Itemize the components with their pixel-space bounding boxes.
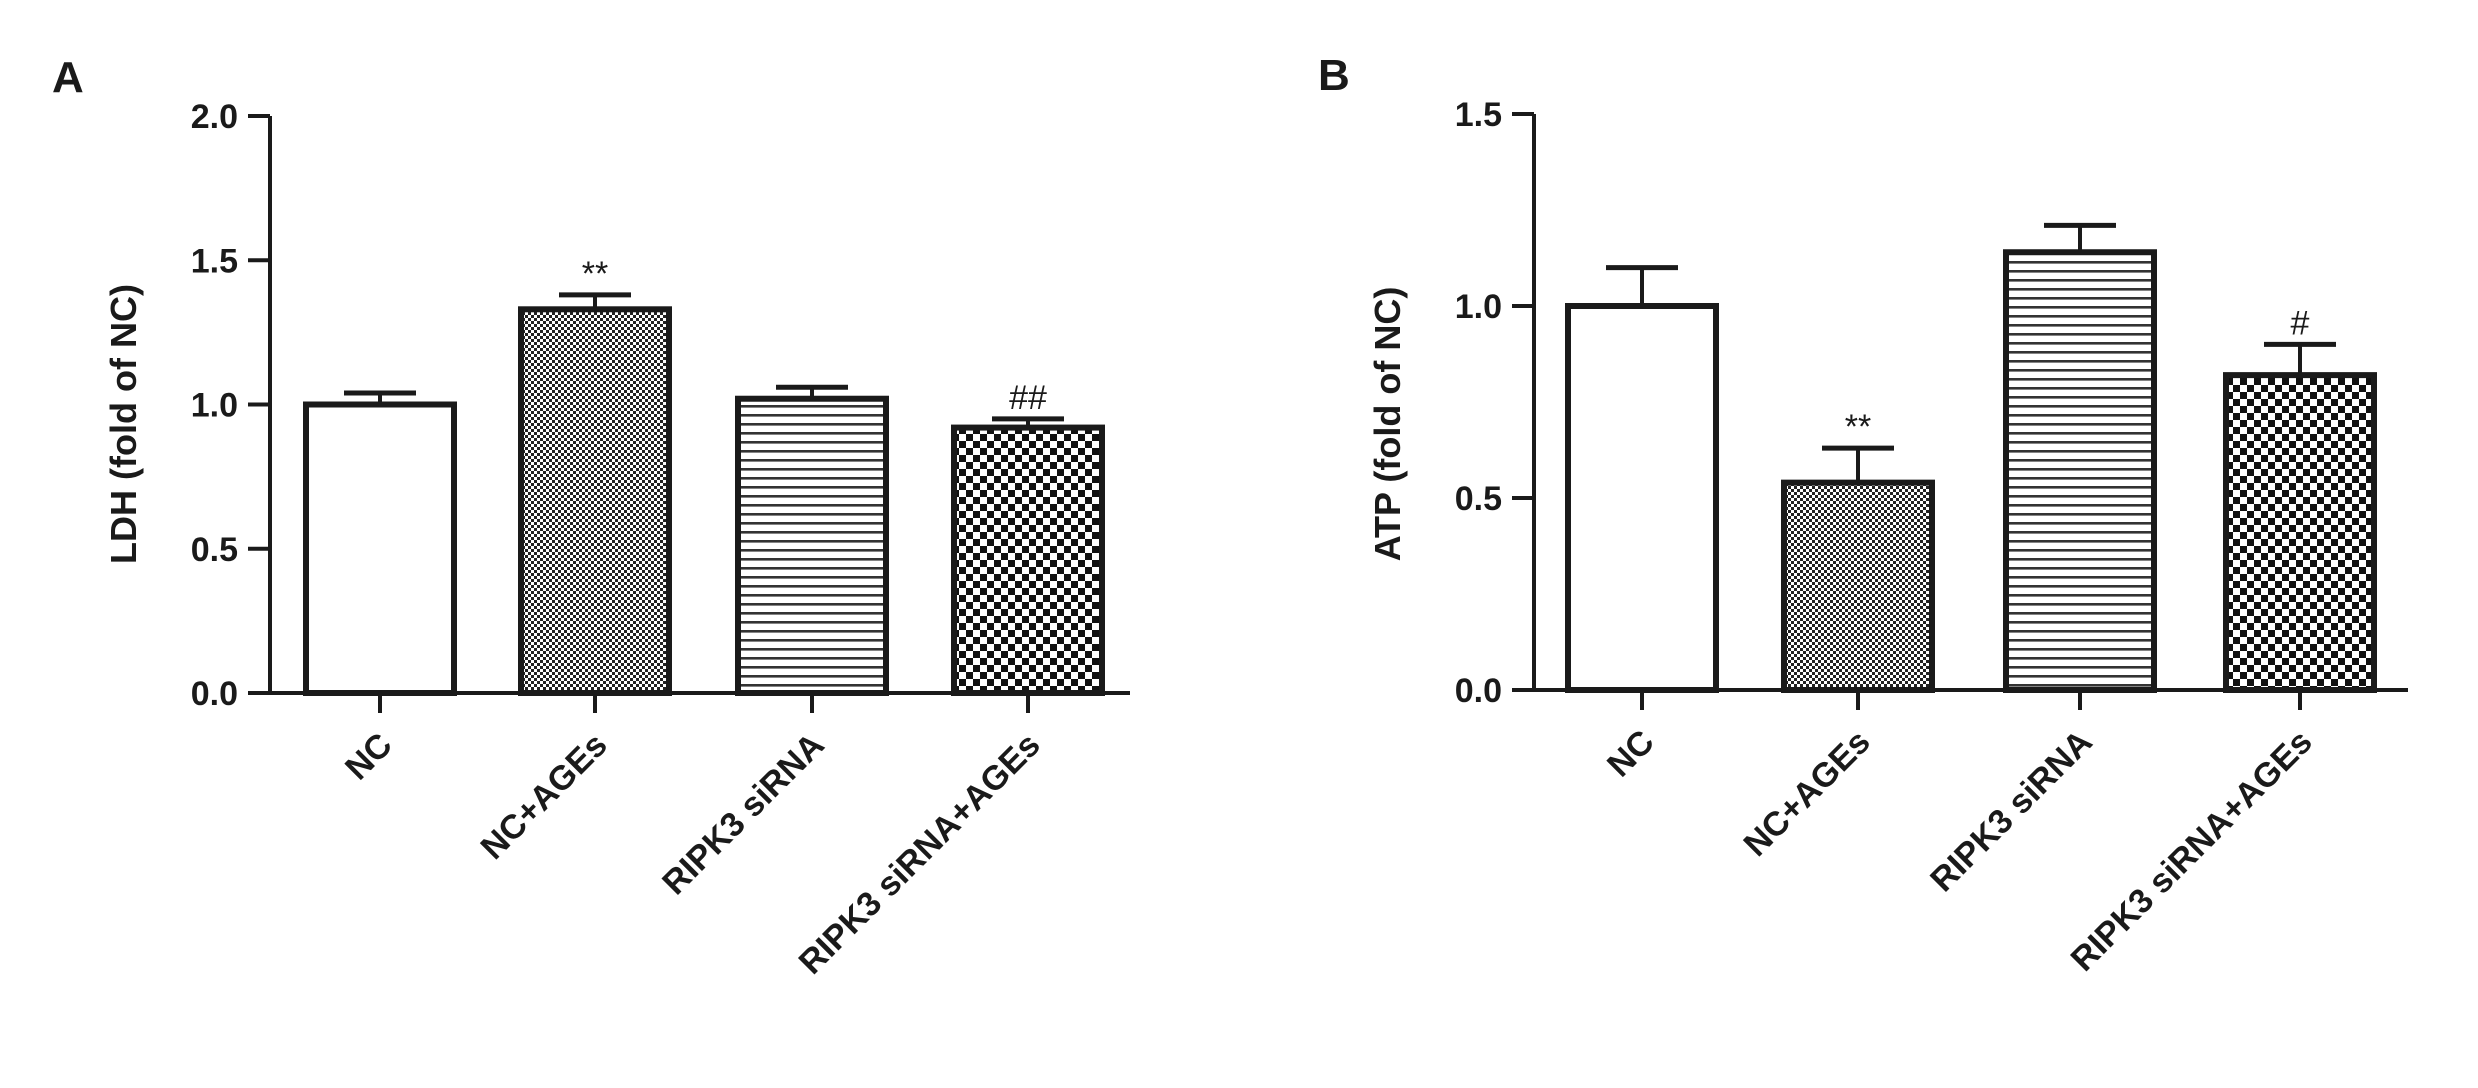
panel-a-y-tick-label: 2.0 [191,98,238,136]
panel-b-category-label: RIPK3 siRNA+AGEs [2064,723,2320,979]
panel-b-bar [1781,479,1935,694]
panel-b-y-tick-label: 0.5 [1455,480,1502,518]
panel-b-letter: B [1318,51,1350,100]
panel-a-y-axis-title: LDH (fold of NC) [103,284,144,564]
panel-a-category-label: RIPK3 siRNA [655,726,832,903]
panel-b-category-label: NC [1600,723,1662,785]
panel-b-y-axis-title: ATP (fold of NC) [1367,287,1408,562]
panel-a-category-label: NC+AGEs [474,726,615,867]
panel-b-y-ticks: 0.0 0.5 1.0 1.5 [1455,96,1534,710]
panel-b-category-label: NC+AGEs [1737,723,1878,864]
panel-b-bar [2223,372,2377,693]
panel-a-significance-label: ** [582,255,608,293]
panel-a-category-label: RIPK3 siRNA+AGEs [792,726,1048,982]
panel-a-bar [303,401,457,696]
panel-b-bars: ** # [1565,222,2377,710]
panel-b-y-tick-label: 0.0 [1455,672,1502,710]
panel-b-significance-label: # [2291,304,2310,342]
panel-a-chart: A LDH (fold of NC) 0.00.51.01.52.0 **## … [52,53,1130,982]
panel-a-bar [951,424,1105,696]
panel-a-bar [518,306,672,696]
panel-b-category-label: RIPK3 siRNA [1923,723,2100,900]
panel-b-chart: B ATP (fold of NC) 0.00.51.01.5 **# NC NC… [1318,51,2408,979]
panel-a-y-tick-label: 0.0 [191,675,238,713]
panel-a-category-label: NC [338,726,400,788]
panel-a-letter: A [52,53,84,102]
panel-a-bar [735,395,889,696]
panel-b-bar [1565,303,1719,693]
panel-b-significance-label: ** [1845,408,1871,446]
panel-a-y-tick-label: 1.5 [191,242,238,280]
panel-b-bar [2003,249,2157,694]
panel-b-y-tick-label: 1.0 [1455,288,1502,326]
panel-a-y-ticks: 0.0 0.5 1.0 1.5 2.0 [191,98,270,713]
panel-a-significance-label: ## [1009,379,1047,417]
panel-a-bars: ** ## [303,255,1105,713]
panel-b-y-tick-label: 1.5 [1455,96,1502,134]
panel-a-y-tick-label: 1.0 [191,387,238,425]
panel-a-y-tick-label: 0.5 [191,531,238,569]
